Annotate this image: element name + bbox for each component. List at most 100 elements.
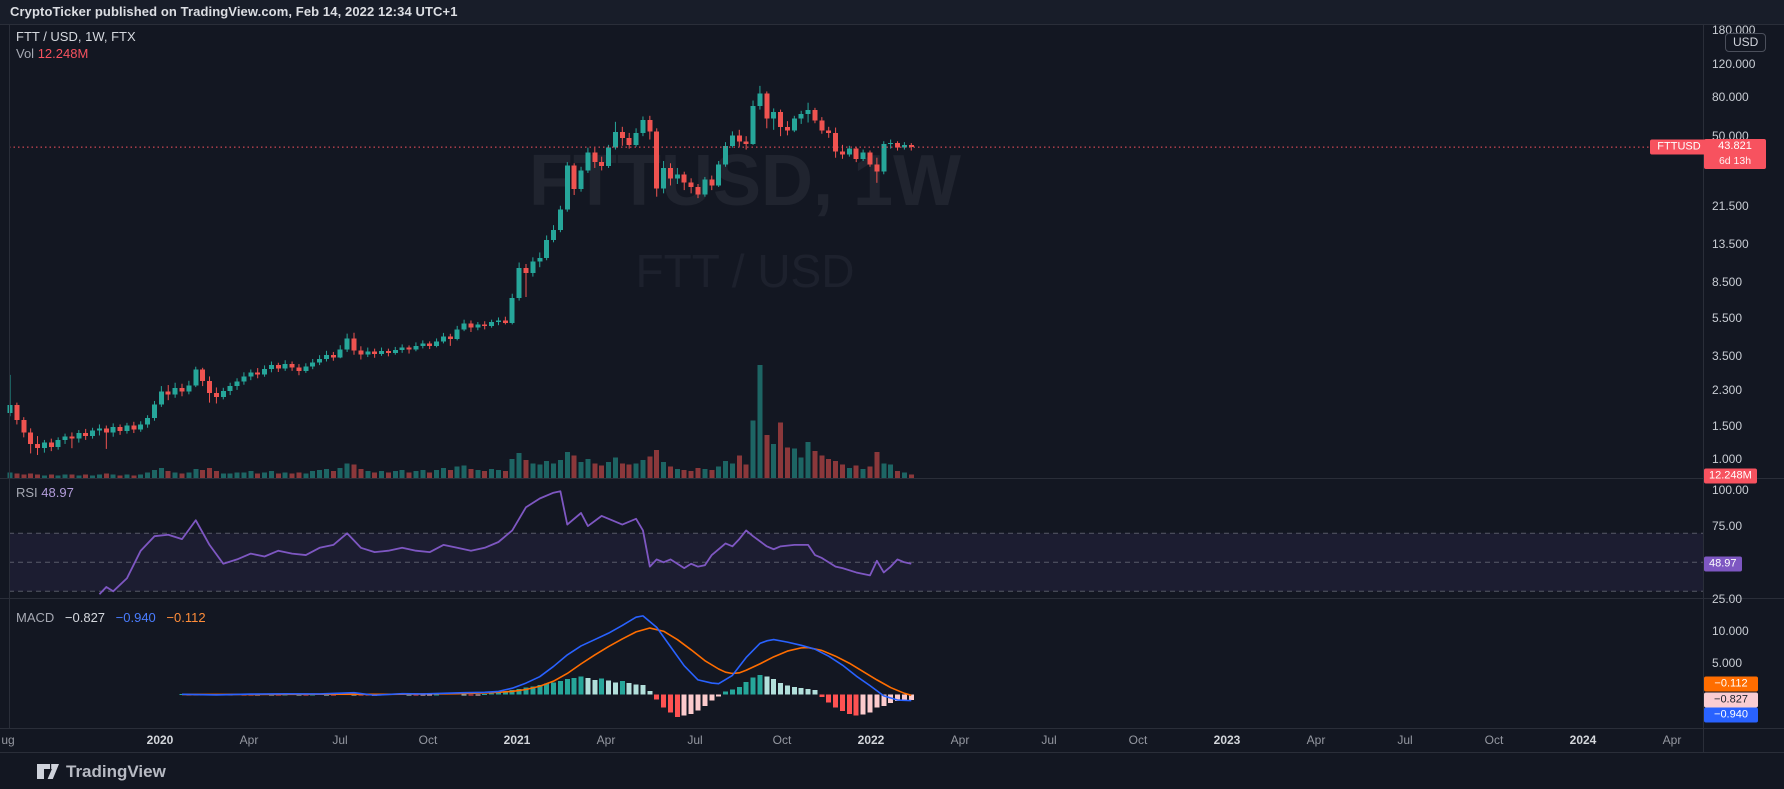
- price-tick[interactable]: 21.500: [1712, 198, 1749, 213]
- symbol-watermark-line2: FTT / USD: [635, 245, 855, 297]
- candle-body: [406, 347, 412, 350]
- rsi-tick[interactable]: 100.00: [1712, 482, 1749, 497]
- time-axis-label[interactable]: 2022: [857, 733, 885, 747]
- macd-tick[interactable]: 10.000: [1712, 623, 1749, 638]
- candle-body: [385, 350, 391, 354]
- price-tick[interactable]: 5.500: [1712, 311, 1743, 326]
- candle-body: [337, 349, 343, 358]
- candle-body: [482, 324, 488, 327]
- price-tick[interactable]: 3.500: [1712, 348, 1743, 363]
- volume-bar: [200, 470, 206, 478]
- price-tick[interactable]: 8.500: [1712, 275, 1743, 290]
- time-axis-label[interactable]: Oct: [418, 733, 438, 747]
- macd-histogram-bar: [303, 694, 309, 696]
- macd-histogram-bar: [674, 694, 680, 717]
- currency-usd-button[interactable]: USD: [1725, 33, 1767, 52]
- volume-bar: [447, 470, 453, 478]
- macd-histogram-bar: [881, 694, 887, 707]
- macd-histogram-bar: [564, 679, 570, 695]
- volume-bar: [729, 463, 735, 478]
- macd-histogram-bar: [750, 677, 756, 695]
- volume-bar: [193, 468, 199, 478]
- macd-histogram-bar: [647, 690, 653, 695]
- volume-bar: [234, 472, 240, 478]
- candle-body: [626, 137, 632, 145]
- volume-bar: [399, 470, 405, 478]
- volume-bar: [392, 471, 398, 478]
- time-axis-label[interactable]: Oct: [772, 733, 792, 747]
- time-axis-label[interactable]: Apr: [950, 733, 970, 747]
- volume-legend: Vol 12.248M: [16, 46, 88, 61]
- candle-body: [317, 358, 323, 363]
- candle-body: [262, 369, 268, 375]
- candle-body: [681, 174, 687, 183]
- time-axis-label[interactable]: Apr: [1306, 733, 1326, 747]
- volume-bar: [888, 464, 894, 478]
- candle-body: [798, 113, 804, 119]
- volume-bar: [76, 475, 82, 478]
- volume-bar: [434, 470, 440, 478]
- volume-bar: [839, 464, 845, 478]
- macd-line: [181, 615, 912, 702]
- time-axis-label[interactable]: Jul: [687, 733, 703, 747]
- price-tick[interactable]: 1.500: [1712, 418, 1743, 433]
- price-tick[interactable]: 1.000: [1712, 452, 1743, 466]
- time-axis-label[interactable]: Jul: [1397, 733, 1413, 747]
- time-axis-label[interactable]: 2024: [1569, 733, 1597, 747]
- volume-bar: [103, 473, 109, 478]
- time-axis-label[interactable]: 2020: [146, 733, 174, 747]
- candle-body: [516, 268, 522, 299]
- time-axis-label[interactable]: Jul: [1041, 733, 1057, 747]
- candle-body: [420, 343, 426, 347]
- time-axis-label[interactable]: Apr: [596, 733, 616, 747]
- candle-body: [365, 351, 371, 355]
- symbol-legend: FTT / USD, 1W, FTX: [16, 29, 136, 44]
- candle-body: [860, 152, 866, 159]
- time-axis-label[interactable]: Oct: [1128, 733, 1148, 747]
- volume-bar: [537, 464, 543, 478]
- price-tick[interactable]: 2.300: [1712, 383, 1743, 398]
- volume-bar: [358, 468, 364, 478]
- time-axis-label[interactable]: Apr: [239, 733, 259, 747]
- time-axis-label[interactable]: 2021: [503, 733, 531, 747]
- macd-histogram-bar: [612, 682, 618, 695]
- macd-histogram-bar: [358, 694, 364, 696]
- candle-body: [454, 329, 460, 339]
- macd-label: MACD: [16, 610, 55, 625]
- candle-body: [110, 427, 116, 433]
- time-axis-label[interactable]: Oct: [1484, 733, 1504, 747]
- time-axis-label[interactable]: Jul: [332, 733, 348, 747]
- volume-bar: [599, 465, 605, 478]
- volume-bar: [495, 470, 501, 478]
- time-axis-label[interactable]: 2023: [1213, 733, 1241, 747]
- macd-histogram-bar: [585, 677, 591, 695]
- macd-histogram-bar: [551, 682, 557, 695]
- volume-bar: [654, 449, 660, 478]
- macd-tick[interactable]: 5.000: [1712, 655, 1743, 670]
- tradingview-brand-text[interactable]: TradingView: [66, 762, 166, 781]
- rsi-tick[interactable]: 75.00: [1712, 519, 1743, 534]
- candle-body: [28, 432, 34, 444]
- candle-body: [234, 381, 240, 387]
- macd-histogram-bar: [867, 694, 873, 713]
- time-axis-label[interactable]: Apr: [1662, 733, 1682, 747]
- price-tick[interactable]: 13.500: [1712, 237, 1749, 252]
- volume-bar: [626, 464, 632, 478]
- macd-histogram-bar: [523, 687, 529, 695]
- tradingview-logo-icon[interactable]: [36, 763, 60, 780]
- volume-bar: [544, 461, 550, 478]
- time-axis-label[interactable]: ug: [1, 733, 15, 747]
- volume-bar: [379, 471, 385, 478]
- volume-bar: [48, 474, 54, 478]
- macd-histogram-bar: [688, 694, 694, 714]
- macd-histogram-bar: [434, 694, 440, 696]
- candle-body: [48, 442, 54, 447]
- price-tick[interactable]: 120.000: [1712, 56, 1756, 71]
- price-tick[interactable]: 80.000: [1712, 90, 1749, 105]
- candle-body: [502, 320, 508, 323]
- rsi-tick[interactable]: 25.00: [1712, 591, 1743, 606]
- volume-bar: [523, 459, 529, 478]
- candle-body: [440, 336, 446, 342]
- macd-histogram-bar: [805, 688, 811, 695]
